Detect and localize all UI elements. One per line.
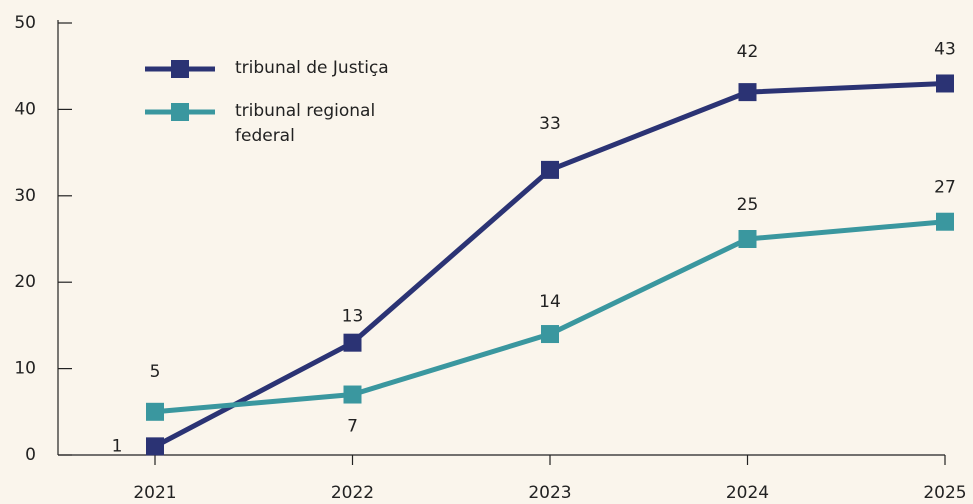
point-marker [541,160,559,179]
data-label: 1 [112,436,123,456]
point-marker [146,402,164,421]
point-marker [738,83,757,102]
y-tick-label: 0 [25,445,36,465]
data-label: 25 [737,195,759,215]
point-marker [343,333,362,352]
point-marker [936,74,954,93]
legend-marker [171,103,189,121]
x-tick-label: 2021 [133,483,176,503]
data-label: 14 [539,292,561,312]
y-tick-label: 40 [14,99,36,119]
legend-marker [171,60,189,78]
data-label: 33 [539,114,561,134]
x-tick-label: 2024 [726,483,769,503]
x-tick-label: 2025 [923,483,966,503]
point-marker [936,212,954,231]
data-label: 42 [737,42,759,62]
legend-label: tribunal de Justiça [235,58,389,78]
point-marker [146,437,164,456]
point-marker [541,325,559,344]
data-label: 5 [150,362,161,382]
y-tick-label: 10 [14,359,36,379]
y-tick-label: 50 [14,13,36,33]
data-label: 7 [347,417,358,437]
data-label: 13 [342,307,364,327]
data-label: 43 [934,39,956,59]
legend-label: tribunal regional federal [235,101,376,146]
y-tick-label: 30 [14,186,36,206]
x-tick-label: 2023 [528,483,571,503]
x-tick-label: 2022 [331,483,374,503]
point-marker [343,385,362,404]
point-marker [738,230,757,248]
data-label: 27 [934,178,956,198]
y-tick-label: 20 [14,272,36,292]
